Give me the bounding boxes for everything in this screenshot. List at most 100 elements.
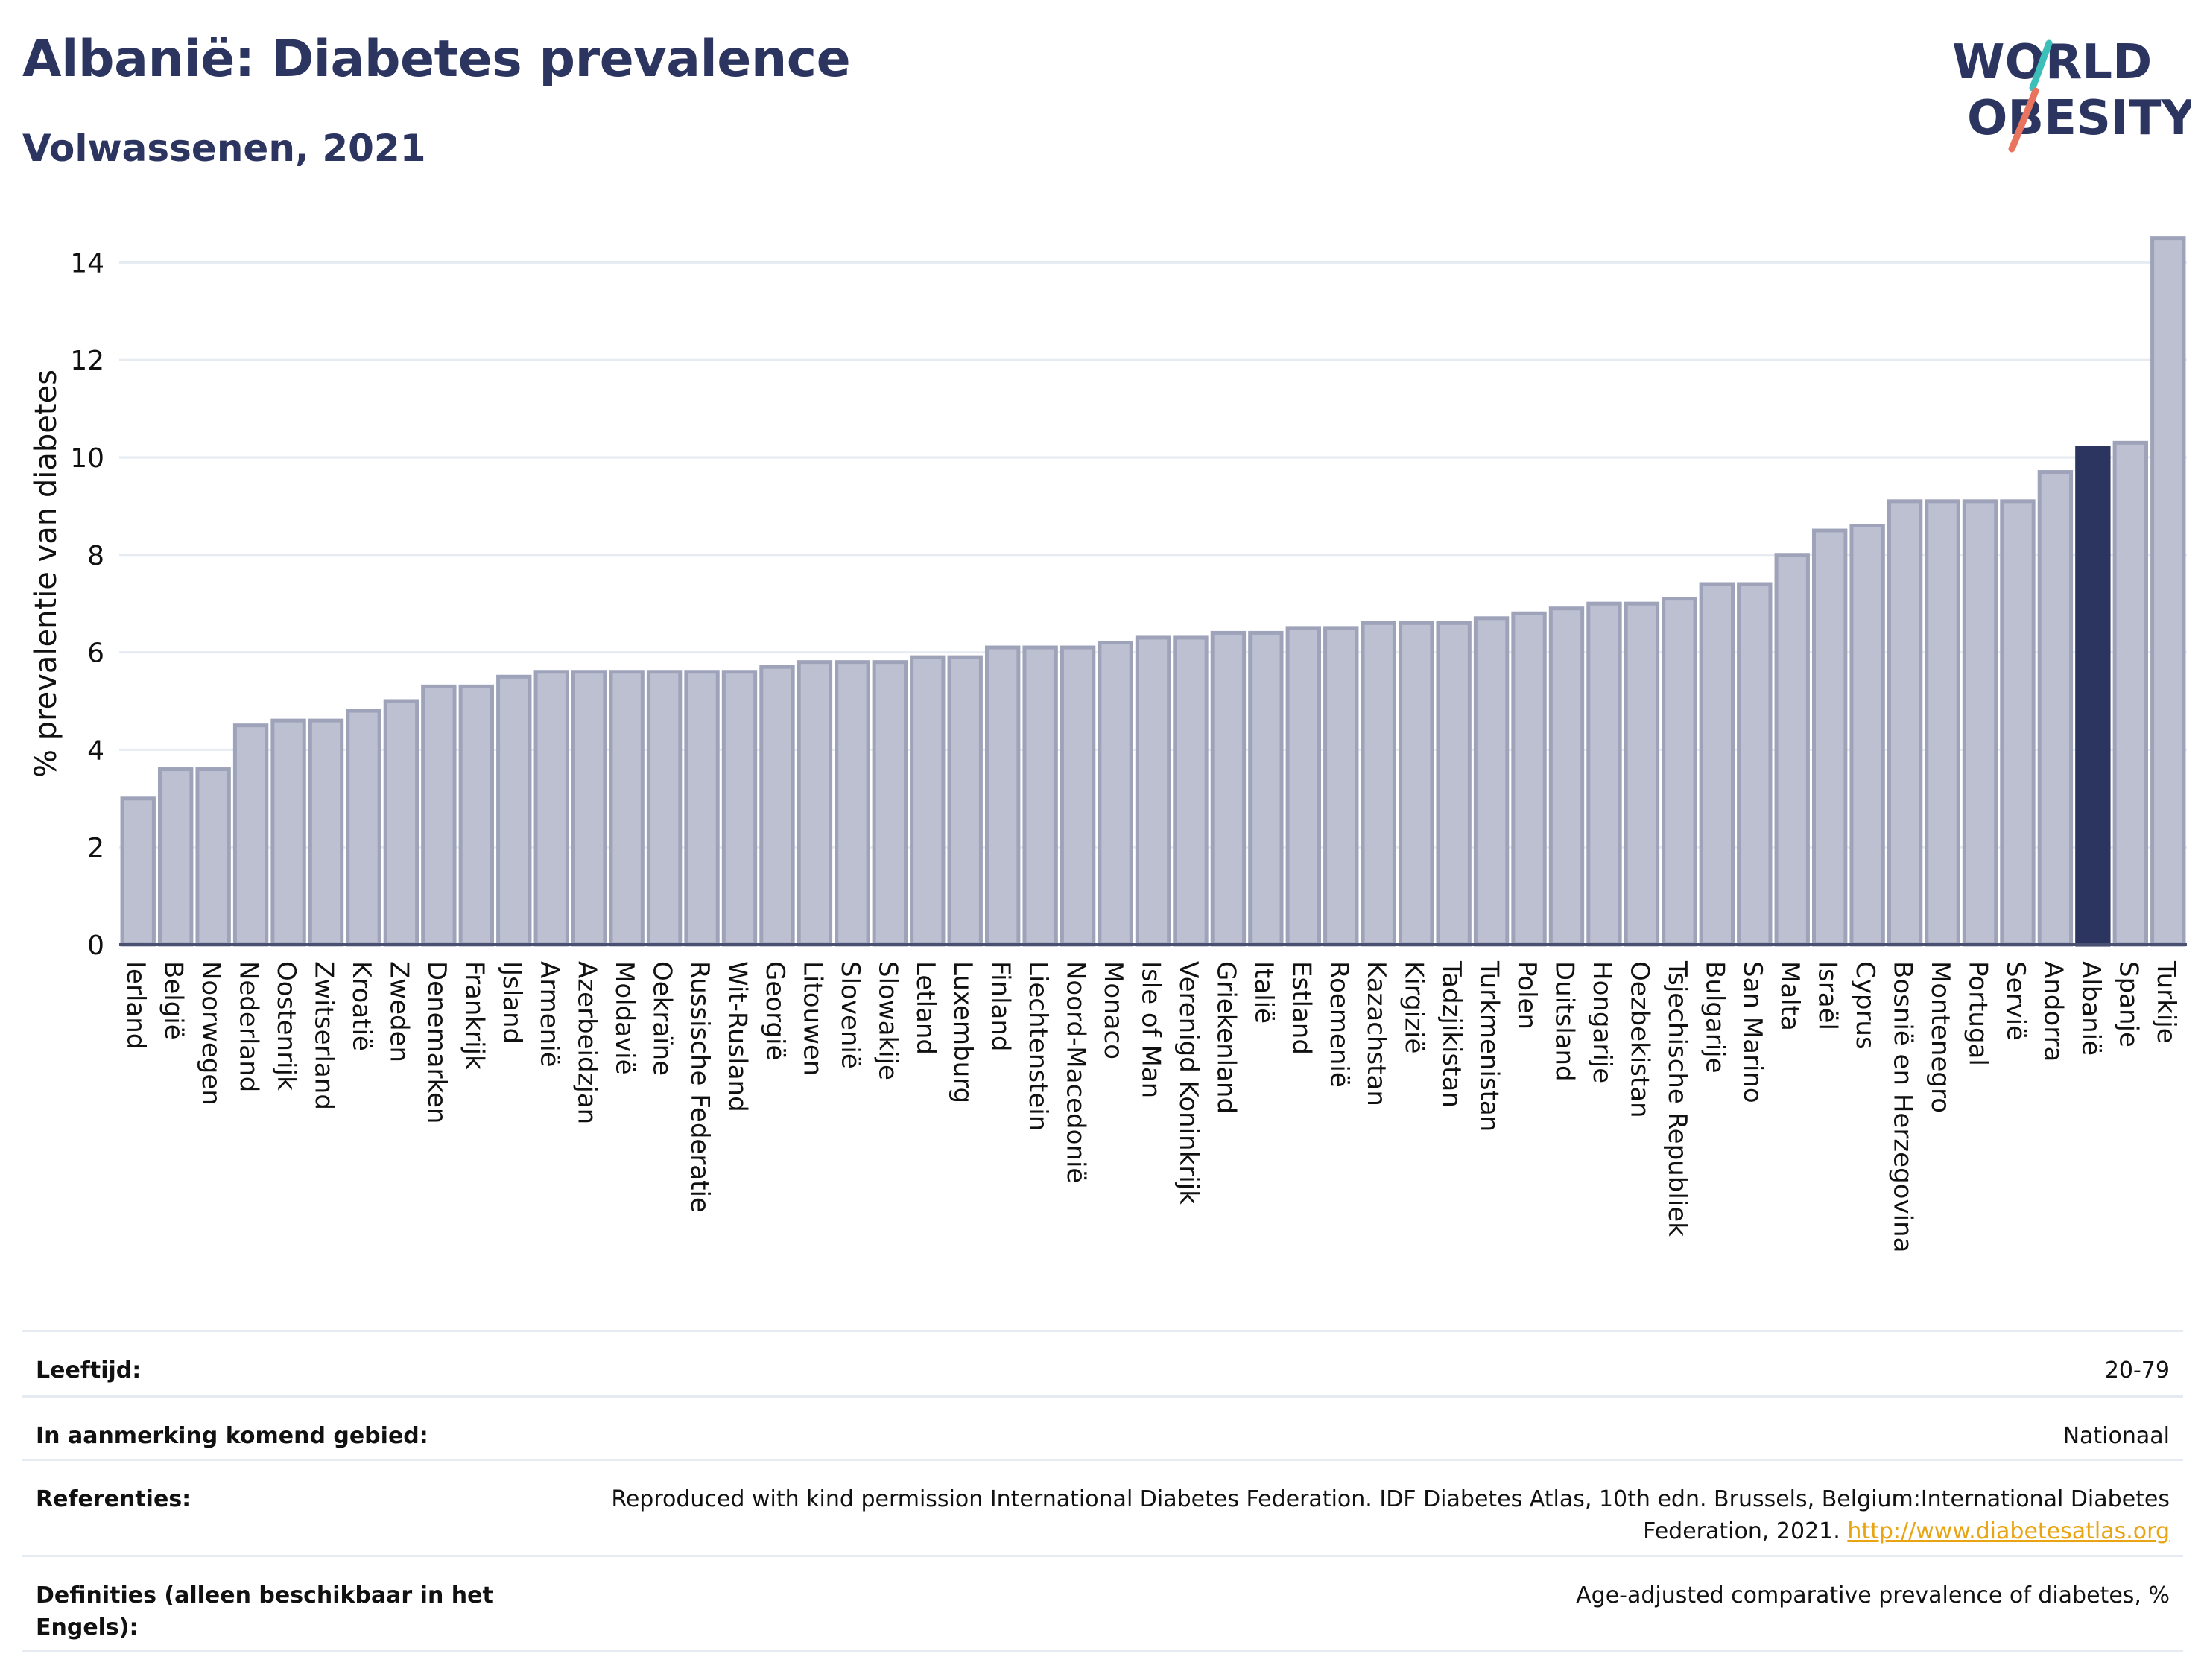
footer-row-region: In aanmerking komend gebied: Nationaal <box>22 1395 2183 1459</box>
y-tick-label: 8 <box>87 541 104 571</box>
footer-row-age: Leeftijd: 20-79 <box>22 1330 2183 1395</box>
bar <box>1811 528 1848 947</box>
bar <box>1022 645 1058 947</box>
x-tick-label: Verenigd Koninkrijk <box>1174 961 1203 1205</box>
x-tick-label: Malta <box>1775 961 1805 1031</box>
bar <box>835 660 870 947</box>
y-axis-label: % prevalentie van diabetes <box>29 370 63 778</box>
bar <box>346 709 381 947</box>
bar <box>646 670 683 947</box>
x-tick-label: Tadzjikistan <box>1437 960 1466 1108</box>
references-label: Referenties: <box>36 1486 191 1512</box>
bar <box>2150 236 2186 947</box>
bar <box>232 723 269 947</box>
bar <box>1849 524 1885 947</box>
metadata-table: Leeftijd: 20-79 In aanmerking komend geb… <box>22 1330 2183 1652</box>
y-tick-label: 4 <box>87 735 104 766</box>
x-tick-label: Estland <box>1286 961 1316 1055</box>
bar <box>383 699 419 947</box>
x-tick-label: Moldavië <box>609 961 639 1075</box>
footer-row-definitions: Definities (alleen beschikbaar in het En… <box>22 1555 2183 1652</box>
x-tick-label: België <box>159 961 189 1040</box>
bar <box>157 767 194 947</box>
x-tick-label: Spanje <box>2113 961 2143 1047</box>
bar <box>1473 616 1510 947</box>
bar <box>721 670 758 947</box>
bar <box>1511 611 1547 947</box>
x-tick-label: Isle of Man <box>1136 961 1166 1098</box>
bar <box>1285 626 1322 947</box>
x-tick-label: Polen <box>1512 961 1542 1030</box>
bar <box>759 665 795 947</box>
x-tick-label: Monaco <box>1098 961 1128 1059</box>
bar <box>684 670 720 947</box>
references-text: Reproduced with kind permission Internat… <box>611 1486 2170 1544</box>
age-label: Leeftijd: <box>36 1357 142 1383</box>
bar <box>1624 601 1660 947</box>
page-title: Albanië: Diabetes prevalence <box>22 30 851 89</box>
x-tick-label: Bulgarije <box>1700 961 1729 1074</box>
bar <box>2112 440 2149 947</box>
bar <box>947 655 983 947</box>
bar <box>1135 635 1171 947</box>
bar <box>872 660 908 947</box>
x-tick-label: Finland <box>986 961 1016 1052</box>
bar <box>609 670 645 947</box>
x-tick-label: Armenië <box>534 961 564 1068</box>
bar <box>1173 635 1209 947</box>
bar <box>1060 645 1096 947</box>
x-tick-label: Georgië <box>760 961 790 1060</box>
bar <box>1737 582 1773 947</box>
x-tick-label: Noorwegen <box>196 961 226 1106</box>
bar <box>984 645 1021 947</box>
bar <box>1925 499 1960 947</box>
x-tick-label: Noord-Macedonië <box>1061 961 1091 1183</box>
x-tick-label: Denemarken <box>422 961 452 1123</box>
x-tick-label: Cyprus <box>1850 961 1880 1050</box>
bar <box>458 684 495 947</box>
bar <box>2037 470 2074 947</box>
y-tick-label: 0 <box>87 931 104 961</box>
x-tick-label: Slovenië <box>835 961 865 1069</box>
x-tick-label: Kirgizië <box>1399 961 1429 1053</box>
x-tick-label: Duitsland <box>1550 961 1580 1082</box>
x-tick-label: Montenegro <box>1925 961 1955 1113</box>
x-tick-label: Portugal <box>1963 961 1993 1066</box>
bar-chart: 0 2 4 6 8 10 12 14 Ierland België Noorwegen Nederl… <box>29 236 2187 1252</box>
bar <box>571 670 607 947</box>
x-tick-label: Slowakije <box>873 961 902 1080</box>
x-tick-label: Zweden <box>384 961 414 1062</box>
world-obesity-logo: WORLD OBESITY <box>1952 35 2191 153</box>
x-tick-label: Liechtenstein <box>1023 961 1053 1131</box>
x-tick-label: Zwitserland <box>309 961 339 1110</box>
x-tick-label: Tsjechische Republiek <box>1662 960 1692 1237</box>
x-tick-label: Kroatië <box>346 961 376 1051</box>
bar <box>1436 621 1472 947</box>
y-tick-label: 2 <box>87 833 104 863</box>
bar <box>2000 499 2036 947</box>
y-axis-ticks: 0 2 4 6 8 10 12 14 <box>70 248 104 961</box>
logo-slash-teal <box>2029 39 2053 92</box>
logo-slash-coral <box>2008 87 2039 153</box>
x-tick-label: Russische Federatie <box>685 961 715 1213</box>
page-subtitle: Volwassenen, 2021 <box>22 127 426 170</box>
bar <box>1398 621 1434 947</box>
references-link[interactable]: http://www.diabetesatlas.org <box>1847 1518 2170 1544</box>
x-tick-label: Ierland <box>121 961 151 1049</box>
x-tick-label: Kazachstan <box>1361 961 1391 1106</box>
x-tick-label: Bosnië en Herzegovina <box>1888 961 1918 1252</box>
bar <box>1248 630 1284 947</box>
bar <box>533 670 569 947</box>
definitions-label: Definities (alleen beschikbaar in het En… <box>36 1582 493 1641</box>
x-tick-label: Albanië <box>2076 961 2106 1056</box>
x-tick-label: San Marino <box>1738 961 1767 1103</box>
x-tick-label: Servië <box>2001 961 2030 1041</box>
bar <box>1887 499 1923 947</box>
bars <box>119 236 2187 947</box>
y-tick-label: 10 <box>70 443 104 474</box>
bar <box>1098 640 1133 947</box>
x-tick-label: Litouwen <box>797 961 827 1076</box>
bar <box>797 660 833 947</box>
x-tick-label: Turkmenistan <box>1475 960 1504 1132</box>
x-tick-label: Oekraïne <box>647 961 677 1076</box>
